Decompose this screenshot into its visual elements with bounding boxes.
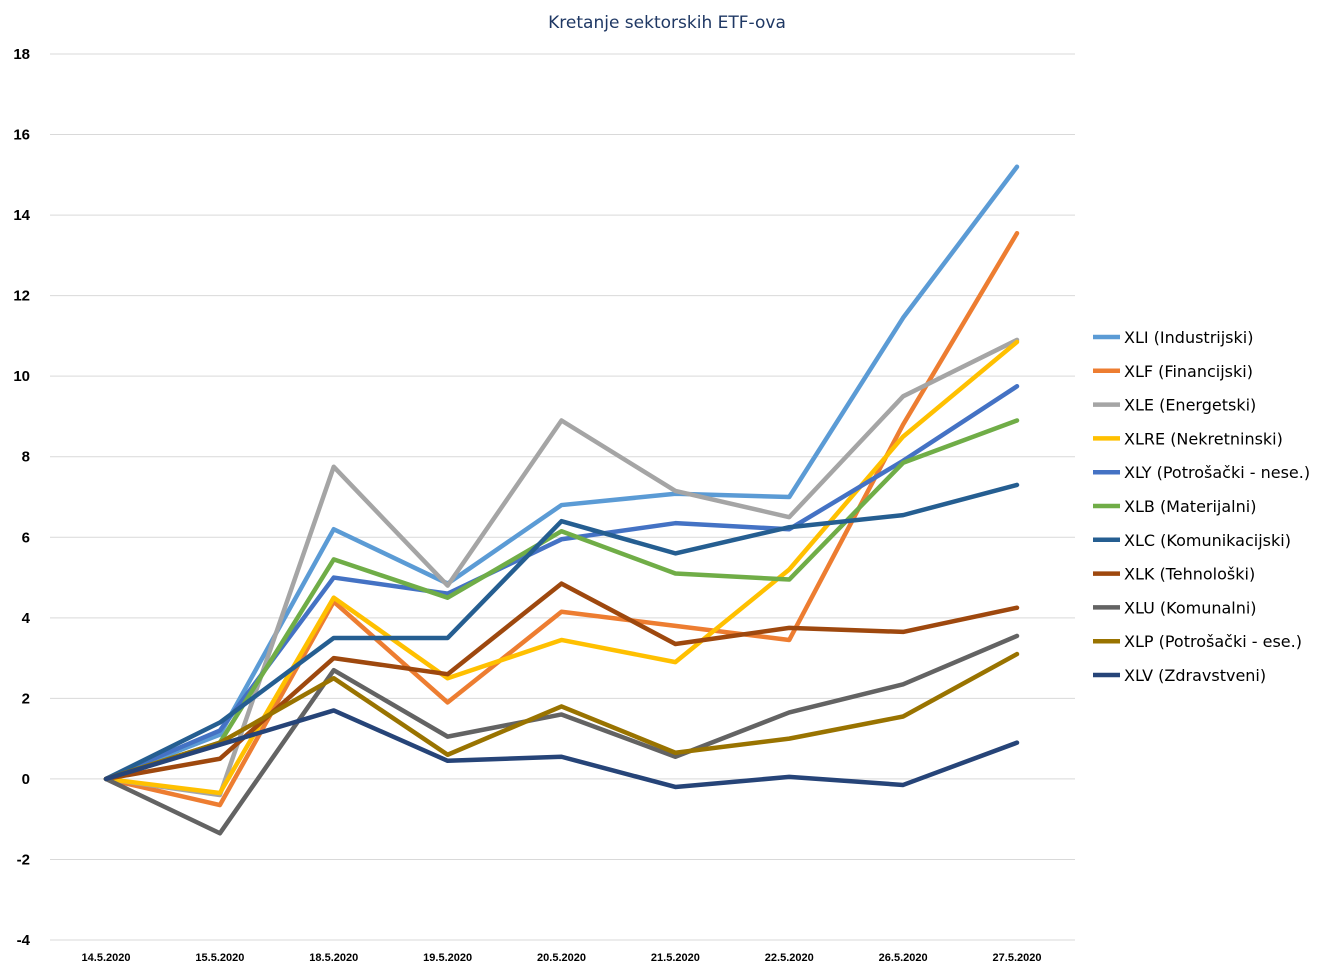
legend: XLI (Industrijski) XLF (Financijski) XLE (… bbox=[1093, 328, 1310, 685]
legend-item: XLRE (Nekretninski) bbox=[1093, 429, 1283, 448]
y-tick-label: 4 bbox=[22, 610, 31, 627]
x-tick-label: 20.5.2020 bbox=[537, 952, 586, 964]
x-tick-label: 19.5.2020 bbox=[423, 952, 472, 964]
legend-item: XLB (Materijalni) bbox=[1093, 497, 1256, 516]
gridlines bbox=[50, 53, 1075, 941]
y-tick-label: -2 bbox=[17, 851, 30, 868]
x-tick-label: 18.5.2020 bbox=[309, 952, 358, 964]
legend-label: XLE (Energetski) bbox=[1124, 396, 1256, 415]
legend-label: XLP (Potrošački - ese.) bbox=[1124, 632, 1302, 651]
legend-item: XLU (Komunalni) bbox=[1093, 598, 1257, 617]
legend-item: XLC (Komunikacijski) bbox=[1093, 531, 1291, 550]
legend-label: XLU (Komunalni) bbox=[1124, 598, 1257, 617]
x-tick-label: 26.5.2020 bbox=[879, 952, 928, 964]
legend-item: XLY (Potrošački - nese.) bbox=[1093, 463, 1310, 482]
y-tick-label: 16 bbox=[13, 127, 30, 144]
y-tick-label: 6 bbox=[22, 529, 30, 546]
legend-item: XLF (Financijski) bbox=[1093, 362, 1253, 381]
series-line-xlp bbox=[103, 651, 1020, 782]
series-line-xlf bbox=[103, 230, 1020, 808]
y-tick-label: 12 bbox=[13, 288, 30, 305]
y-tick-label: 2 bbox=[22, 690, 30, 707]
series-line-xlk bbox=[103, 581, 1020, 782]
y-tick-label: 10 bbox=[13, 368, 30, 385]
series-lines bbox=[103, 164, 1020, 836]
x-tick-label: 22.5.2020 bbox=[765, 952, 814, 964]
x-tick-label: 21.5.2020 bbox=[651, 952, 700, 964]
chart-title: Kretanje sektorskih ETF-ova bbox=[548, 13, 786, 33]
y-tick-label: 18 bbox=[13, 46, 30, 63]
legend-item: XLI (Industrijski) bbox=[1093, 328, 1253, 347]
legend-label: XLC (Komunikacijski) bbox=[1124, 531, 1291, 550]
legend-label: XLK (Tehnološki) bbox=[1124, 565, 1255, 584]
legend-item: XLE (Energetski) bbox=[1093, 396, 1256, 415]
y-tick-label: 14 bbox=[13, 207, 30, 224]
legend-label: XLF (Financijski) bbox=[1124, 362, 1253, 381]
legend-label: XLY (Potrošački - nese.) bbox=[1124, 463, 1310, 482]
series-line-xlc bbox=[103, 482, 1020, 782]
legend-item: XLP (Potrošački - ese.) bbox=[1093, 632, 1302, 651]
series-line-xli bbox=[103, 164, 1020, 782]
legend-item: XLK (Tehnološki) bbox=[1093, 565, 1255, 584]
legend-label: XLB (Materijalni) bbox=[1124, 497, 1256, 516]
x-tick-label: 27.5.2020 bbox=[993, 952, 1042, 964]
legend-item: XLV (Zdravstveni) bbox=[1093, 666, 1266, 685]
legend-label: XLI (Industrijski) bbox=[1124, 328, 1253, 347]
x-tick-label: 14.5.2020 bbox=[82, 952, 131, 964]
series-line-xle bbox=[103, 337, 1020, 798]
series-line-xlb bbox=[103, 418, 1020, 782]
legend-label: XLRE (Nekretninski) bbox=[1124, 429, 1283, 448]
y-tick-label: 8 bbox=[22, 449, 30, 466]
legend-label: XLV (Zdravstveni) bbox=[1124, 666, 1266, 685]
series-line-xlv bbox=[103, 708, 1020, 790]
y-axis-ticks: -4 -2 0 2 4 6 8 10 12 14 16 18 bbox=[13, 46, 30, 949]
y-tick-label: -4 bbox=[17, 932, 31, 949]
series-line-xlu bbox=[103, 633, 1020, 836]
y-tick-label: 0 bbox=[22, 771, 30, 788]
x-tick-label: 15.5.2020 bbox=[195, 952, 244, 964]
x-axis-ticks: 14.5.2020 15.5.2020 18.5.2020 19.5.2020 20.5… bbox=[82, 952, 1042, 964]
